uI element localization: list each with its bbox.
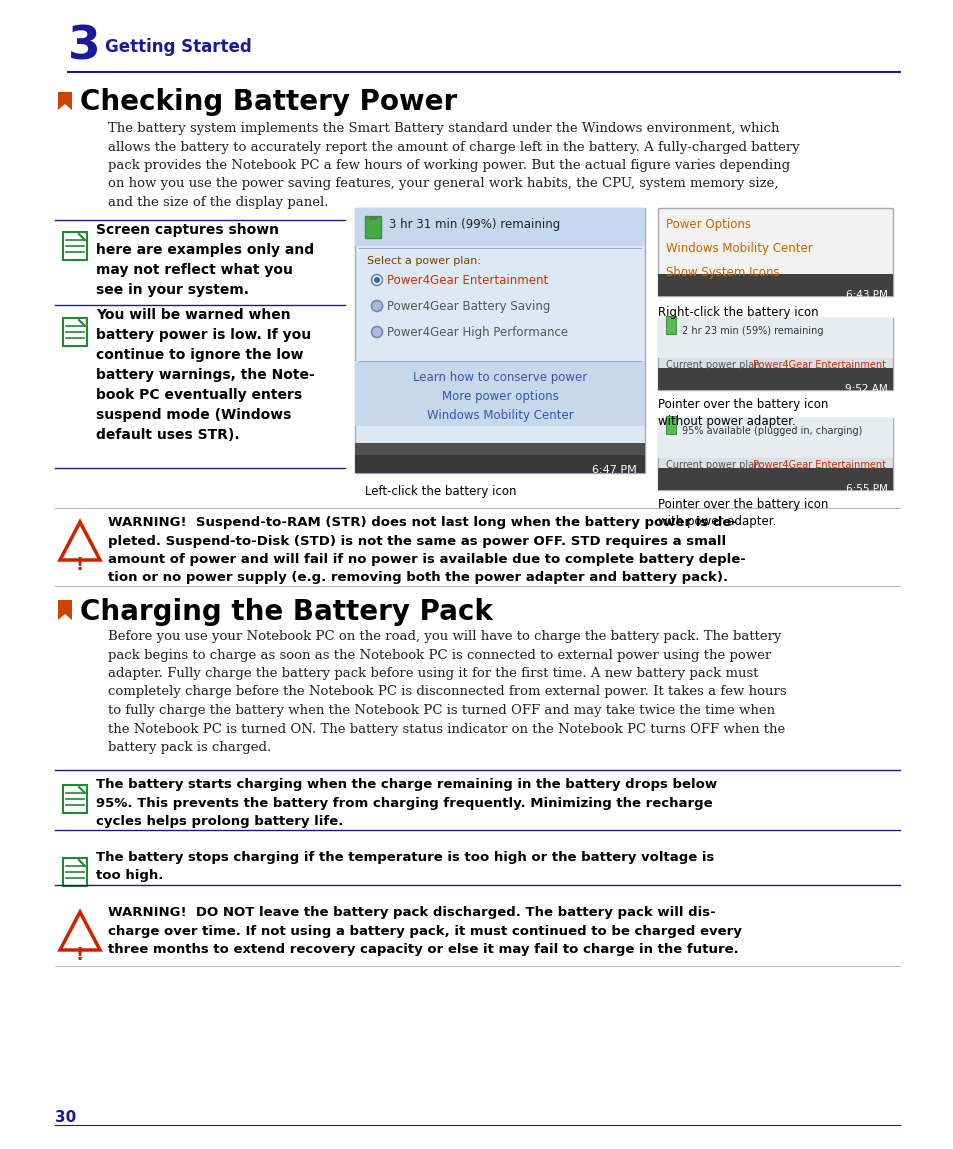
Text: Power4Gear Entertainment: Power4Gear Entertainment (752, 460, 885, 470)
FancyBboxPatch shape (658, 273, 892, 296)
Text: Power4Gear High Performance: Power4Gear High Performance (387, 326, 568, 339)
Text: completely charge before the Notebook PC is disconnected from external power. It: completely charge before the Notebook PC… (108, 686, 786, 699)
Text: The battery system implements the Smart Battery standard under the Windows envir: The battery system implements the Smart … (108, 122, 779, 134)
Text: Windows Mobility Center: Windows Mobility Center (426, 409, 573, 422)
Text: 6:43 PM: 6:43 PM (845, 290, 887, 300)
Text: Power4Gear Battery Saving: Power4Gear Battery Saving (387, 300, 550, 313)
Text: 9:52 AM: 9:52 AM (844, 384, 887, 394)
Text: More power options: More power options (441, 390, 558, 403)
Text: Power4Gear Entertainment: Power4Gear Entertainment (752, 360, 885, 370)
Text: the Notebook PC is turned ON. The battery status indicator on the Notebook PC tu: the Notebook PC is turned ON. The batter… (108, 723, 784, 735)
Text: Getting Started: Getting Started (105, 38, 252, 56)
Text: Current power plan:: Current power plan: (665, 360, 762, 370)
Text: battery pack is charged.: battery pack is charged. (108, 741, 271, 754)
Text: Power4Gear Entertainment: Power4Gear Entertainment (387, 273, 548, 287)
Text: Current power plan:: Current power plan: (665, 460, 762, 470)
FancyBboxPatch shape (658, 468, 892, 489)
Text: and the size of the display panel.: and the size of the display panel. (108, 196, 328, 209)
Text: Charging the Battery Pack: Charging the Battery Pack (80, 597, 493, 626)
FancyBboxPatch shape (355, 444, 644, 455)
Text: Checking Battery Power: Checking Battery Power (80, 88, 456, 116)
Polygon shape (60, 912, 100, 950)
Text: Power Options: Power Options (665, 218, 750, 231)
Text: Pointer over the battery icon
without power adapter.: Pointer over the battery icon without po… (658, 398, 827, 427)
Text: Select a power plan:: Select a power plan: (367, 256, 480, 267)
Text: Before you use your Notebook PC on the road, you will have to charge the battery: Before you use your Notebook PC on the r… (108, 630, 781, 643)
Text: 6:47 PM: 6:47 PM (592, 465, 637, 475)
Text: The battery stops charging if the temperature is too high or the battery voltage: The battery stops charging if the temper… (96, 851, 714, 882)
Circle shape (371, 301, 382, 311)
FancyBboxPatch shape (658, 418, 892, 489)
FancyBboxPatch shape (355, 444, 644, 473)
Text: Learn how to conserve power: Learn how to conserve power (413, 371, 586, 384)
Text: on how you use the power saving features, your general work habits, the CPU, sys: on how you use the power saving features… (108, 177, 778, 191)
Polygon shape (60, 522, 100, 560)
Text: Show System Icons: Show System Icons (665, 267, 779, 279)
FancyBboxPatch shape (658, 318, 892, 390)
Text: to fully charge the battery when the Notebook PC is turned OFF and may take twic: to fully charge the battery when the Not… (108, 704, 774, 717)
Text: Windows Mobility Center: Windows Mobility Center (665, 242, 812, 255)
Text: 2 hr 23 min (59%) remaining: 2 hr 23 min (59%) remaining (681, 326, 822, 336)
Text: 3: 3 (68, 25, 101, 70)
Circle shape (371, 275, 382, 285)
FancyBboxPatch shape (665, 416, 676, 434)
Text: 3 hr 31 min (99%) remaining: 3 hr 31 min (99%) remaining (389, 218, 559, 231)
Circle shape (374, 277, 379, 283)
Text: WARNING!  DO NOT leave the battery pack discharged. The battery pack will dis-
c: WARNING! DO NOT leave the battery pack d… (108, 907, 741, 956)
Text: Pointer over the battery icon
with power adapter.: Pointer over the battery icon with power… (658, 498, 827, 529)
Text: !: ! (76, 556, 84, 574)
FancyBboxPatch shape (365, 216, 380, 238)
Text: 95% available (plugged in, charging): 95% available (plugged in, charging) (681, 426, 862, 435)
FancyBboxPatch shape (658, 368, 892, 390)
Text: Left-click the battery icon: Left-click the battery icon (365, 485, 516, 498)
FancyBboxPatch shape (63, 232, 87, 260)
Text: pack begins to charge as soon as the Notebook PC is connected to external power : pack begins to charge as soon as the Not… (108, 648, 770, 662)
FancyBboxPatch shape (658, 318, 892, 358)
Text: adapter. Fully charge the battery pack before using it for the first time. A new: adapter. Fully charge the battery pack b… (108, 668, 758, 680)
FancyBboxPatch shape (658, 418, 892, 458)
FancyBboxPatch shape (665, 316, 676, 334)
Text: Screen captures shown
here are examples only and
may not reflect what you
see in: Screen captures shown here are examples … (96, 223, 314, 298)
FancyBboxPatch shape (63, 318, 87, 346)
FancyBboxPatch shape (355, 208, 644, 246)
FancyBboxPatch shape (63, 858, 87, 886)
Text: You will be warned when
battery power is low. If you
continue to ignore the low
: You will be warned when battery power is… (96, 308, 314, 442)
Polygon shape (58, 600, 71, 620)
Text: pack provides the Notebook PC a few hours of working power. But the actual figur: pack provides the Notebook PC a few hour… (108, 159, 789, 172)
Text: 6:55 PM: 6:55 PM (845, 484, 887, 494)
FancyBboxPatch shape (355, 208, 644, 473)
FancyBboxPatch shape (63, 785, 87, 813)
Polygon shape (58, 92, 71, 110)
FancyBboxPatch shape (658, 208, 892, 296)
Circle shape (371, 326, 382, 338)
Text: allows the battery to accurately report the amount of charge left in the battery: allows the battery to accurately report … (108, 140, 799, 154)
FancyBboxPatch shape (369, 216, 376, 219)
Text: WARNING!  Suspend-to-RAM (STR) does not last long when the battery power is de-
: WARNING! Suspend-to-RAM (STR) does not l… (108, 516, 745, 585)
Text: 30: 30 (55, 1110, 76, 1125)
Text: Right-click the battery icon: Right-click the battery icon (658, 306, 818, 319)
Text: The battery starts charging when the charge remaining in the battery drops below: The battery starts charging when the cha… (96, 778, 717, 828)
FancyBboxPatch shape (355, 361, 644, 426)
Text: !: ! (76, 946, 84, 964)
